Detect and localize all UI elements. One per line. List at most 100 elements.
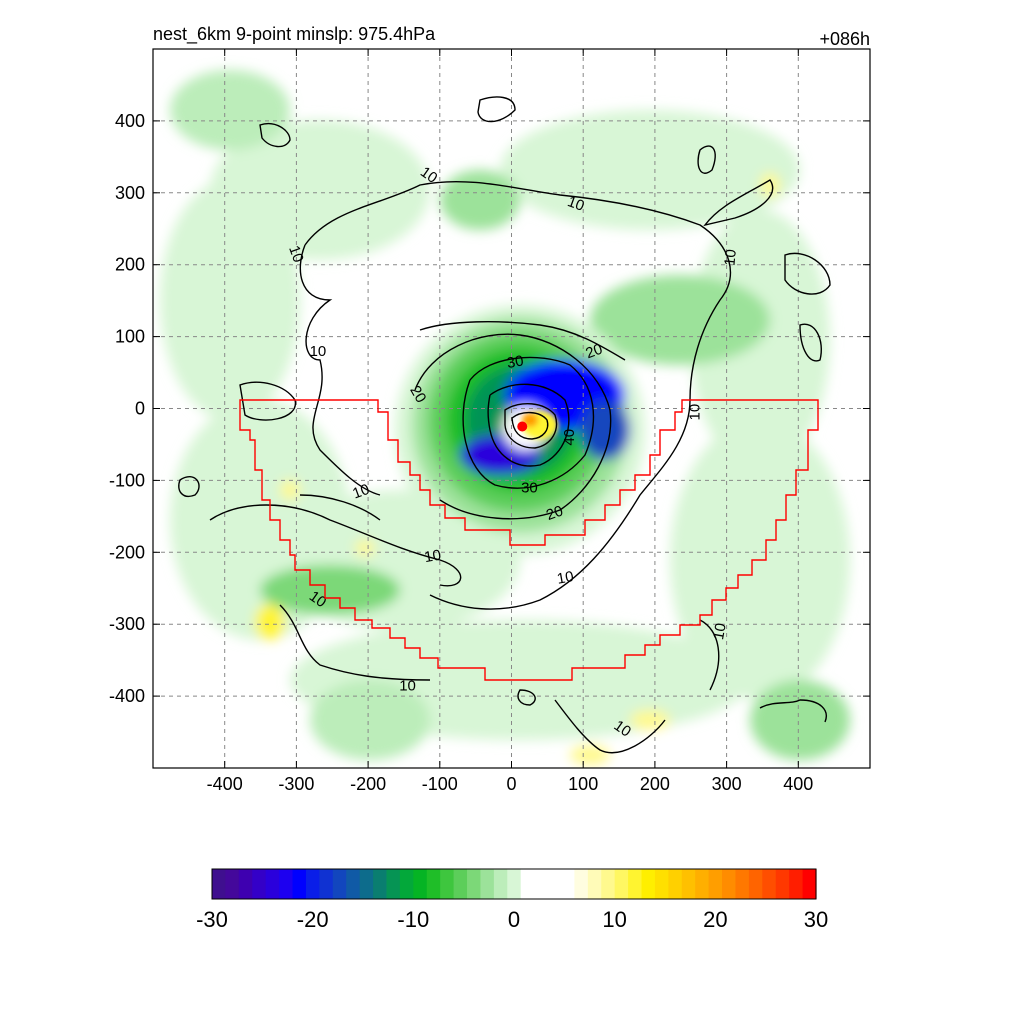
colorbar-cell: [789, 869, 804, 899]
colorbar-cell: [735, 869, 750, 899]
colorbar-cell: [775, 869, 790, 899]
plot-area: 10 10 10 10 10 20 30 20 10 40 30 10 20 10 10 10 10 10 10: [153, 49, 870, 768]
contour-line: [304, 180, 731, 610]
contour-line: [259, 123, 291, 148]
field-patch: [500, 110, 800, 230]
y-tick-label: 400: [115, 111, 145, 131]
field-patch: [590, 275, 770, 365]
colorbar-cell: [265, 869, 280, 899]
contour-line: [799, 323, 822, 362]
x-tick-label: -300: [278, 774, 314, 794]
colorbar-cell: [695, 869, 710, 899]
x-tick-label: 100: [568, 774, 598, 794]
colorbar-cell: [399, 869, 414, 899]
contour-line: [784, 252, 831, 295]
colorbar-cell: [319, 869, 334, 899]
colorbar-tick-label: 10: [602, 907, 626, 932]
contour-line: [414, 333, 612, 520]
x-tick-label: 0: [506, 774, 516, 794]
contour-label: 20: [406, 383, 429, 406]
colorbar-tick-label: -10: [397, 907, 429, 932]
contour-line: [697, 145, 716, 174]
colorbar-cell: [722, 869, 737, 899]
contour-line: [477, 96, 516, 123]
contour-line: [759, 699, 827, 723]
field-patch: [160, 180, 300, 420]
x-tick-label: -100: [422, 774, 458, 794]
field-positive-patch: [570, 745, 610, 765]
contour-line: [209, 504, 462, 587]
contour-line: [517, 689, 536, 706]
colorbar-cell: [641, 869, 656, 899]
contour-label: 10: [423, 547, 442, 567]
colorbar-cell: [681, 869, 696, 899]
contour-line: [299, 494, 381, 521]
contour-label: 40: [561, 429, 578, 446]
colorbar-cell: [802, 869, 817, 899]
contour-label: 10: [417, 163, 440, 186]
colorbar-cell: [654, 869, 669, 899]
contours: [178, 96, 831, 754]
colorbar-cell: [292, 869, 307, 899]
field-patch: [310, 680, 430, 760]
contour-line: [699, 619, 720, 691]
colorbar-cell: [480, 869, 495, 899]
colorbar-cell: [453, 869, 468, 899]
contour-label: 20: [583, 341, 604, 363]
colorbar-cell: [762, 869, 777, 899]
colorbar-cell: [547, 869, 562, 899]
y-tick-label: 100: [115, 327, 145, 347]
colorbar-cell: [426, 869, 441, 899]
contour-label: 10: [306, 588, 329, 611]
colorbar-cell: [628, 869, 643, 899]
colorbar-cell: [252, 869, 267, 899]
colorbar-cell: [386, 869, 401, 899]
colorbar-cell: [493, 869, 508, 899]
contour-label: 10: [399, 677, 416, 694]
x-tick-label: 200: [640, 774, 670, 794]
contour-label: 10: [710, 622, 730, 641]
y-tick-label: -100: [109, 470, 145, 490]
colorbar-cell: [534, 869, 549, 899]
storm-center-marker: [517, 421, 528, 432]
contour-label: 10: [611, 717, 634, 740]
field-patch: [440, 170, 520, 230]
colorbar-cell: [305, 869, 320, 899]
contour-line: [504, 403, 558, 449]
colorbar-cell: [440, 869, 455, 899]
colorbar-frame: [211, 868, 817, 900]
field-patch: [170, 70, 290, 150]
contour-line: [703, 179, 774, 227]
contour-line: [299, 244, 381, 496]
contour-line: [554, 699, 666, 754]
field-positive-patch: [355, 540, 375, 556]
colorbar-cell: [708, 869, 723, 899]
contour-label: 10: [310, 343, 327, 360]
field-patch: [260, 565, 400, 615]
title-left: nest_6km 9-point minslp: 975.4hPa: [153, 24, 436, 45]
field-patch: [750, 680, 850, 760]
colorbar-cell: [520, 869, 535, 899]
contour-label: 30: [521, 480, 538, 497]
title-right: +086h: [819, 29, 870, 49]
colorbar-tick-label: -20: [297, 907, 329, 932]
y-tick-label: -300: [109, 614, 145, 634]
x-tick-label: -400: [207, 774, 243, 794]
colorbar-cell: [614, 869, 629, 899]
contour-line: [419, 321, 626, 361]
colorbar-cell: [668, 869, 683, 899]
contour-line: [511, 411, 549, 440]
colorbar-cell: [748, 869, 763, 899]
y-tick-label: 300: [115, 183, 145, 203]
colorbar-cell: [413, 869, 428, 899]
y-tick-label: 0: [135, 399, 145, 419]
field-positive-patch: [280, 480, 300, 500]
red-boundary: [239, 399, 819, 681]
contour-label: 20: [544, 502, 565, 524]
y-axis: -400 -300 -200 -100 0 100 200 300 400: [109, 111, 870, 706]
contour-line: [487, 383, 570, 467]
y-tick-label: -200: [109, 542, 145, 562]
contour-labels: 10 10 10 10 10 20 30 20 10 40 30 10 20 10 10 10 10 10 10: [285, 163, 740, 740]
contour-line: [279, 604, 431, 681]
